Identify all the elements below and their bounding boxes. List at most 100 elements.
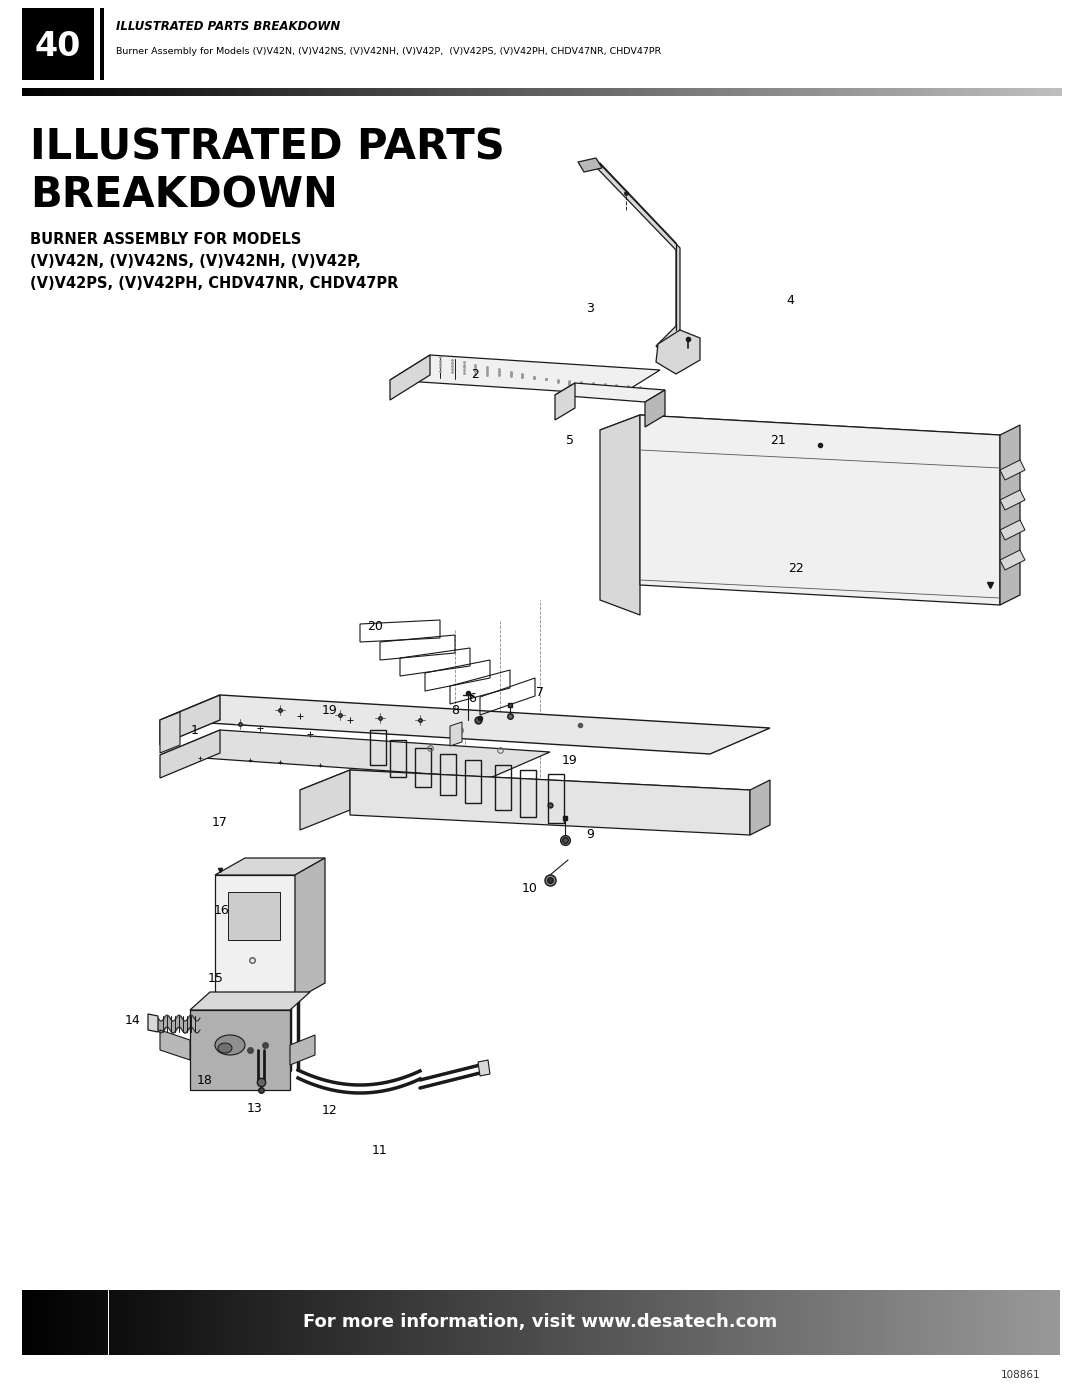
- Bar: [956, 1289, 960, 1355]
- Bar: [468, 88, 471, 96]
- Bar: [122, 1289, 125, 1355]
- Bar: [363, 88, 367, 96]
- Bar: [725, 1289, 728, 1355]
- Bar: [524, 1289, 527, 1355]
- Bar: [679, 88, 684, 96]
- Bar: [221, 88, 226, 96]
- Bar: [917, 88, 920, 96]
- Bar: [663, 88, 666, 96]
- Bar: [105, 1289, 108, 1355]
- Bar: [745, 1289, 748, 1355]
- Bar: [134, 88, 138, 96]
- Bar: [850, 88, 854, 96]
- Bar: [320, 1289, 323, 1355]
- Bar: [780, 1289, 783, 1355]
- Bar: [773, 1289, 777, 1355]
- Bar: [794, 1289, 797, 1355]
- Bar: [998, 1289, 1001, 1355]
- Bar: [43, 1289, 46, 1355]
- Bar: [323, 1289, 326, 1355]
- Bar: [912, 1289, 915, 1355]
- Bar: [693, 1289, 697, 1355]
- Bar: [548, 1289, 552, 1355]
- Bar: [733, 88, 738, 96]
- Bar: [376, 88, 380, 96]
- Bar: [309, 1289, 312, 1355]
- Bar: [130, 1289, 133, 1355]
- Bar: [464, 1289, 469, 1355]
- Bar: [634, 88, 637, 96]
- Bar: [118, 88, 122, 96]
- Bar: [278, 1289, 282, 1355]
- Bar: [388, 88, 392, 96]
- Bar: [257, 1289, 260, 1355]
- Bar: [409, 88, 413, 96]
- Bar: [147, 1289, 150, 1355]
- Bar: [30, 88, 35, 96]
- Text: 13: 13: [247, 1101, 262, 1115]
- Bar: [472, 1289, 475, 1355]
- Bar: [1029, 88, 1032, 96]
- Bar: [239, 88, 243, 96]
- Bar: [859, 88, 862, 96]
- Polygon shape: [750, 780, 770, 835]
- Bar: [572, 1289, 576, 1355]
- Bar: [937, 88, 942, 96]
- Polygon shape: [1000, 425, 1020, 605]
- Bar: [875, 88, 879, 96]
- Bar: [571, 88, 576, 96]
- Text: ILLUSTRATED PARTS BREAKDOWN: ILLUSTRATED PARTS BREAKDOWN: [116, 21, 340, 34]
- Bar: [625, 88, 630, 96]
- Bar: [108, 1289, 112, 1355]
- Text: 19: 19: [562, 753, 578, 767]
- Bar: [731, 1289, 734, 1355]
- Bar: [812, 88, 816, 96]
- Bar: [580, 88, 583, 96]
- Bar: [171, 1289, 174, 1355]
- Bar: [113, 88, 118, 96]
- Polygon shape: [1000, 520, 1025, 541]
- Bar: [219, 1289, 222, 1355]
- Bar: [943, 1289, 946, 1355]
- Bar: [413, 1289, 417, 1355]
- Polygon shape: [656, 330, 700, 374]
- Bar: [1045, 88, 1050, 96]
- Bar: [1008, 1289, 1012, 1355]
- Polygon shape: [600, 415, 1000, 450]
- Bar: [1021, 88, 1025, 96]
- Bar: [459, 88, 463, 96]
- Text: 16: 16: [214, 904, 230, 916]
- Bar: [441, 1289, 444, 1355]
- Bar: [39, 1289, 43, 1355]
- Bar: [488, 88, 492, 96]
- Bar: [967, 1289, 970, 1355]
- Bar: [119, 1289, 122, 1355]
- Bar: [499, 1289, 503, 1355]
- Bar: [891, 88, 895, 96]
- Bar: [365, 1289, 368, 1355]
- Bar: [288, 1289, 292, 1355]
- Bar: [673, 1289, 676, 1355]
- Bar: [89, 88, 93, 96]
- Bar: [43, 88, 46, 96]
- Bar: [163, 88, 167, 96]
- Bar: [284, 88, 288, 96]
- Text: 22: 22: [788, 562, 804, 574]
- Bar: [347, 88, 351, 96]
- Bar: [665, 1289, 669, 1355]
- Bar: [530, 1289, 535, 1355]
- Bar: [958, 88, 962, 96]
- Text: 6: 6: [468, 692, 476, 704]
- Bar: [688, 88, 692, 96]
- Bar: [576, 88, 580, 96]
- Bar: [143, 1289, 147, 1355]
- Bar: [873, 1289, 877, 1355]
- Bar: [389, 1289, 392, 1355]
- Bar: [863, 1289, 866, 1355]
- Bar: [510, 1289, 513, 1355]
- Bar: [908, 88, 913, 96]
- Bar: [471, 88, 475, 96]
- Bar: [866, 88, 870, 96]
- Bar: [849, 1289, 852, 1355]
- Text: 14: 14: [125, 1013, 140, 1027]
